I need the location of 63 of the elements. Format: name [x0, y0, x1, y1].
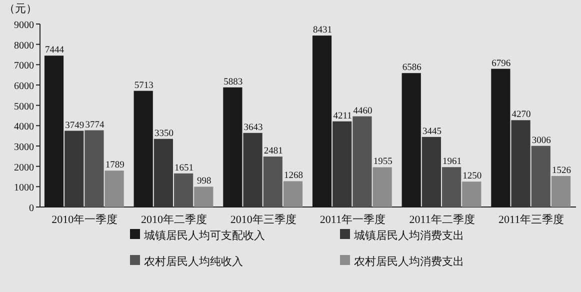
bar: [243, 132, 262, 207]
data-label: 3445: [422, 126, 442, 137]
y-tick-label: 2000: [14, 162, 34, 174]
legend-label: 农村居民人均消费支出: [354, 255, 464, 268]
y-tick-label: 9000: [14, 20, 34, 31]
bar: [194, 186, 214, 207]
legend-label: 城镇居民人均消费支出: [353, 229, 464, 242]
data-label: 7444: [45, 46, 64, 56]
data-label: 6586: [402, 63, 422, 74]
x-tick-label: 2010年二季度: [141, 213, 207, 226]
x-tick-label: 2011年三季度: [498, 213, 564, 226]
data-label: 2481: [264, 146, 284, 157]
y-tick-label: 5000: [14, 101, 34, 112]
data-label: 1268: [284, 171, 304, 182]
data-label: 1526: [552, 166, 572, 176]
y-tick-label: 1000: [14, 182, 34, 194]
y-axis-title: （元）: [4, 3, 37, 15]
bar: [462, 182, 482, 207]
data-label: 1651: [174, 163, 194, 174]
data-label: 5883: [224, 77, 243, 88]
bar: [64, 130, 84, 207]
bar: [551, 176, 571, 207]
data-label: 4460: [353, 106, 372, 116]
bar: [372, 167, 392, 207]
data-label: 4270: [512, 110, 532, 120]
data-label: 3350: [154, 128, 174, 139]
data-label: 3006: [532, 136, 552, 146]
y-tick-label: 0: [29, 203, 34, 214]
data-label: 1250: [462, 172, 482, 182]
y-tick-label: 6000: [14, 81, 34, 92]
data-label: 3643: [244, 122, 264, 133]
x-tick-label: 2010年三季度: [230, 213, 296, 226]
data-label: 8431: [313, 26, 332, 36]
data-label: 3774: [85, 120, 104, 130]
bar: [531, 146, 550, 207]
data-label: 3749: [65, 120, 84, 131]
data-label: 6796: [492, 58, 511, 69]
data-label: 1961: [442, 157, 462, 168]
data-label: 1955: [373, 157, 393, 168]
x-tick-label: 2010年一季度: [52, 213, 118, 226]
bar: [154, 138, 173, 207]
y-tick-label: 8000: [14, 40, 34, 52]
legend-label: 城镇居民人均可支配收入: [143, 229, 265, 242]
bar: [263, 156, 282, 207]
data-label: 998: [197, 176, 212, 187]
x-tick-label: 2011年一季度: [320, 213, 386, 226]
data-label: 1789: [105, 160, 125, 171]
bar: [332, 121, 352, 207]
bar: [174, 173, 194, 207]
bar: [422, 136, 441, 207]
y-tick-label: 3000: [14, 142, 34, 153]
data-label: 5713: [134, 80, 154, 91]
y-tick-label: 4000: [14, 122, 34, 133]
y-tick-label: 7000: [14, 60, 34, 72]
bar: [84, 130, 104, 207]
bar: [104, 170, 124, 207]
bar: [283, 181, 303, 207]
legend-label: 农村居民人均纯收入: [144, 255, 243, 268]
bar: [352, 116, 372, 207]
bar: [442, 167, 462, 207]
data-label: 4211: [333, 111, 352, 122]
x-tick-label: 2011年二季度: [409, 213, 475, 226]
bar: [511, 120, 530, 207]
